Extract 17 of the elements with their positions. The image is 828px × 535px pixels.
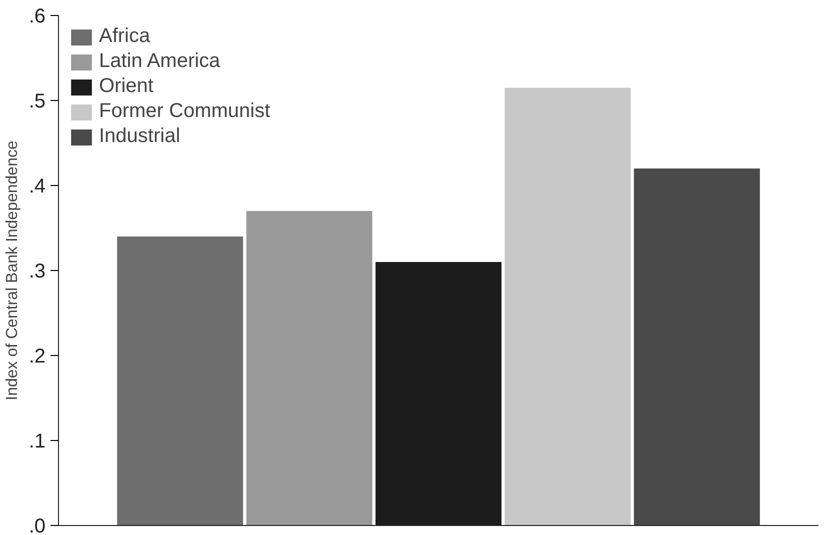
y-tick-label: .5	[28, 90, 46, 112]
y-tick-label: .0	[28, 516, 46, 535]
legend-label: Orient	[99, 75, 154, 98]
y-axis-title: Index of Central Bank Independence	[4, 140, 21, 400]
bar	[246, 211, 372, 526]
y-tick-label: .4	[28, 176, 46, 198]
y-tick-label: .6	[28, 6, 46, 28]
y-tick-label: .1	[28, 430, 46, 452]
legend-label: Industrial	[99, 125, 180, 148]
legend-label: Former Communist	[99, 100, 270, 123]
legend-label: Africa	[99, 25, 150, 48]
bar	[634, 168, 760, 526]
bar	[504, 88, 631, 526]
bar	[117, 236, 244, 526]
y-tick-label: .2	[28, 346, 46, 368]
y-tick-label: .3	[28, 260, 46, 282]
legend-label: Latin America	[99, 50, 220, 73]
